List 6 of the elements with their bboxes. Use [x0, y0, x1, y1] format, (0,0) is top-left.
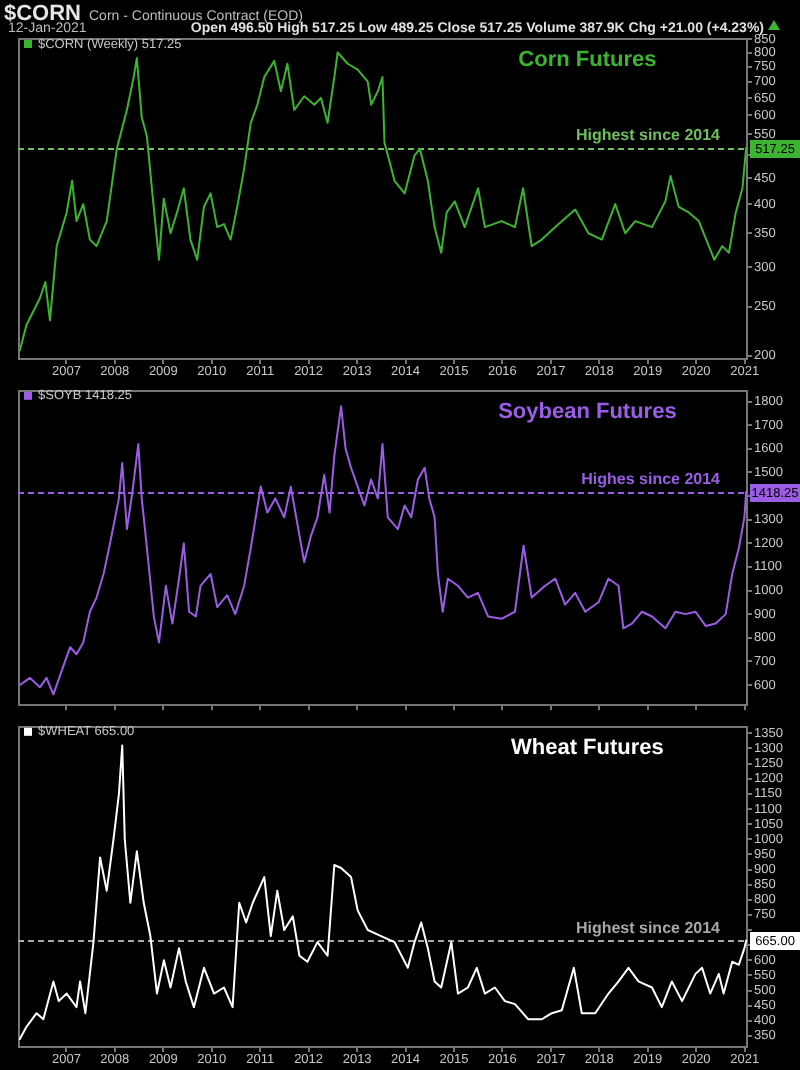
text: Soybean Futures [498, 399, 677, 424]
text: Corn Futures [518, 48, 657, 73]
ref-line-label: Highes since 2014 [581, 469, 722, 488]
text: Wheat Futures [510, 735, 664, 760]
ref-line-label: Highest since 2014 [575, 125, 722, 144]
ref-line-label: Highest since 2014 [575, 918, 722, 937]
